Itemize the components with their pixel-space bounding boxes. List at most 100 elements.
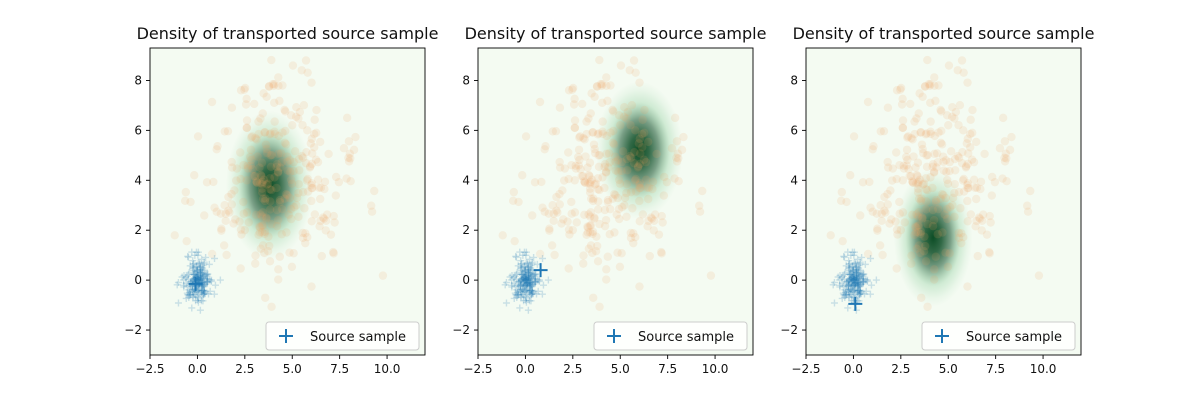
target-point — [906, 99, 915, 109]
target-point — [580, 210, 589, 220]
source-point — [839, 272, 847, 280]
target-point — [963, 217, 972, 226]
y-tick-label: −2 — [124, 323, 142, 337]
source-point — [848, 275, 856, 283]
source-point — [198, 268, 206, 276]
target-point — [603, 252, 612, 261]
target-point — [256, 179, 265, 188]
target-point — [572, 218, 581, 227]
target-point — [584, 244, 594, 253]
target-point — [911, 228, 921, 237]
target-point — [299, 101, 309, 110]
target-point — [266, 151, 275, 160]
target-point — [260, 229, 269, 239]
target-point — [969, 157, 979, 167]
target-point — [583, 222, 592, 231]
target-point — [907, 177, 917, 186]
target-point — [564, 174, 573, 184]
target-point — [923, 150, 932, 160]
target-point — [968, 128, 977, 138]
target-point — [553, 208, 562, 217]
target-point — [945, 166, 954, 176]
source-point — [527, 279, 535, 287]
source-point — [510, 279, 518, 287]
source-point — [182, 274, 190, 282]
target-point — [928, 183, 937, 193]
source-point — [539, 281, 547, 289]
source-point — [200, 290, 208, 298]
source-point — [522, 248, 530, 256]
source-point — [201, 271, 209, 279]
target-point — [826, 231, 835, 240]
target-point — [909, 152, 918, 161]
target-point — [236, 86, 246, 95]
source-point — [194, 248, 202, 256]
source-point — [520, 275, 528, 283]
target-point — [567, 160, 576, 170]
source-point — [850, 287, 858, 295]
target-point — [298, 228, 307, 238]
target-point — [636, 149, 645, 158]
source-point — [525, 278, 533, 286]
source-point — [186, 287, 194, 295]
target-point — [261, 293, 270, 302]
source-point — [857, 290, 865, 298]
target-point — [639, 155, 649, 164]
target-point — [602, 131, 611, 141]
source-point — [198, 274, 206, 282]
target-point — [243, 161, 252, 170]
target-point — [623, 107, 633, 117]
target-point — [622, 179, 631, 189]
source-point — [200, 288, 208, 296]
source-point — [188, 287, 196, 295]
source-point — [849, 281, 857, 289]
source-point — [539, 254, 547, 262]
target-point — [868, 145, 877, 154]
chart-title: Density of transported source sample — [793, 24, 1095, 43]
target-point — [272, 221, 282, 231]
target-point — [606, 81, 615, 90]
axes-frame — [805, 47, 1082, 356]
y-tick-label: 2 — [134, 223, 142, 237]
target-point — [246, 152, 255, 162]
target-point — [914, 177, 923, 187]
target-point — [616, 121, 625, 130]
target-point — [541, 142, 550, 151]
source-point — [517, 292, 525, 300]
source-point — [847, 278, 855, 286]
target-point — [959, 187, 969, 196]
y-tick-label: 8 — [462, 73, 470, 87]
target-point — [1026, 186, 1035, 196]
target-point — [963, 159, 972, 169]
source-point — [203, 278, 211, 286]
source-point — [851, 279, 859, 287]
source-point — [206, 287, 214, 295]
source-point — [202, 270, 210, 278]
target-point — [674, 177, 683, 186]
target-point — [620, 193, 630, 203]
target-point — [588, 229, 597, 239]
target-point — [902, 152, 911, 162]
target-point — [265, 130, 275, 139]
target-point — [881, 208, 890, 217]
source-point — [848, 248, 856, 256]
source-point — [526, 278, 534, 286]
target-point — [930, 275, 939, 284]
target-point — [631, 126, 640, 135]
target-point — [942, 175, 952, 185]
source-point — [518, 264, 526, 272]
source-point — [193, 268, 201, 276]
target-point — [601, 215, 611, 225]
target-point — [270, 80, 279, 89]
target-point — [219, 241, 229, 250]
target-point — [659, 191, 669, 200]
target-point — [609, 140, 619, 149]
target-point — [627, 101, 637, 110]
source-point — [849, 268, 857, 276]
target-point — [261, 140, 271, 149]
target-point — [344, 157, 354, 166]
y-tick-label: 4 — [462, 173, 470, 187]
source-point — [856, 286, 864, 294]
target-point — [947, 112, 957, 122]
target-point — [575, 133, 584, 142]
